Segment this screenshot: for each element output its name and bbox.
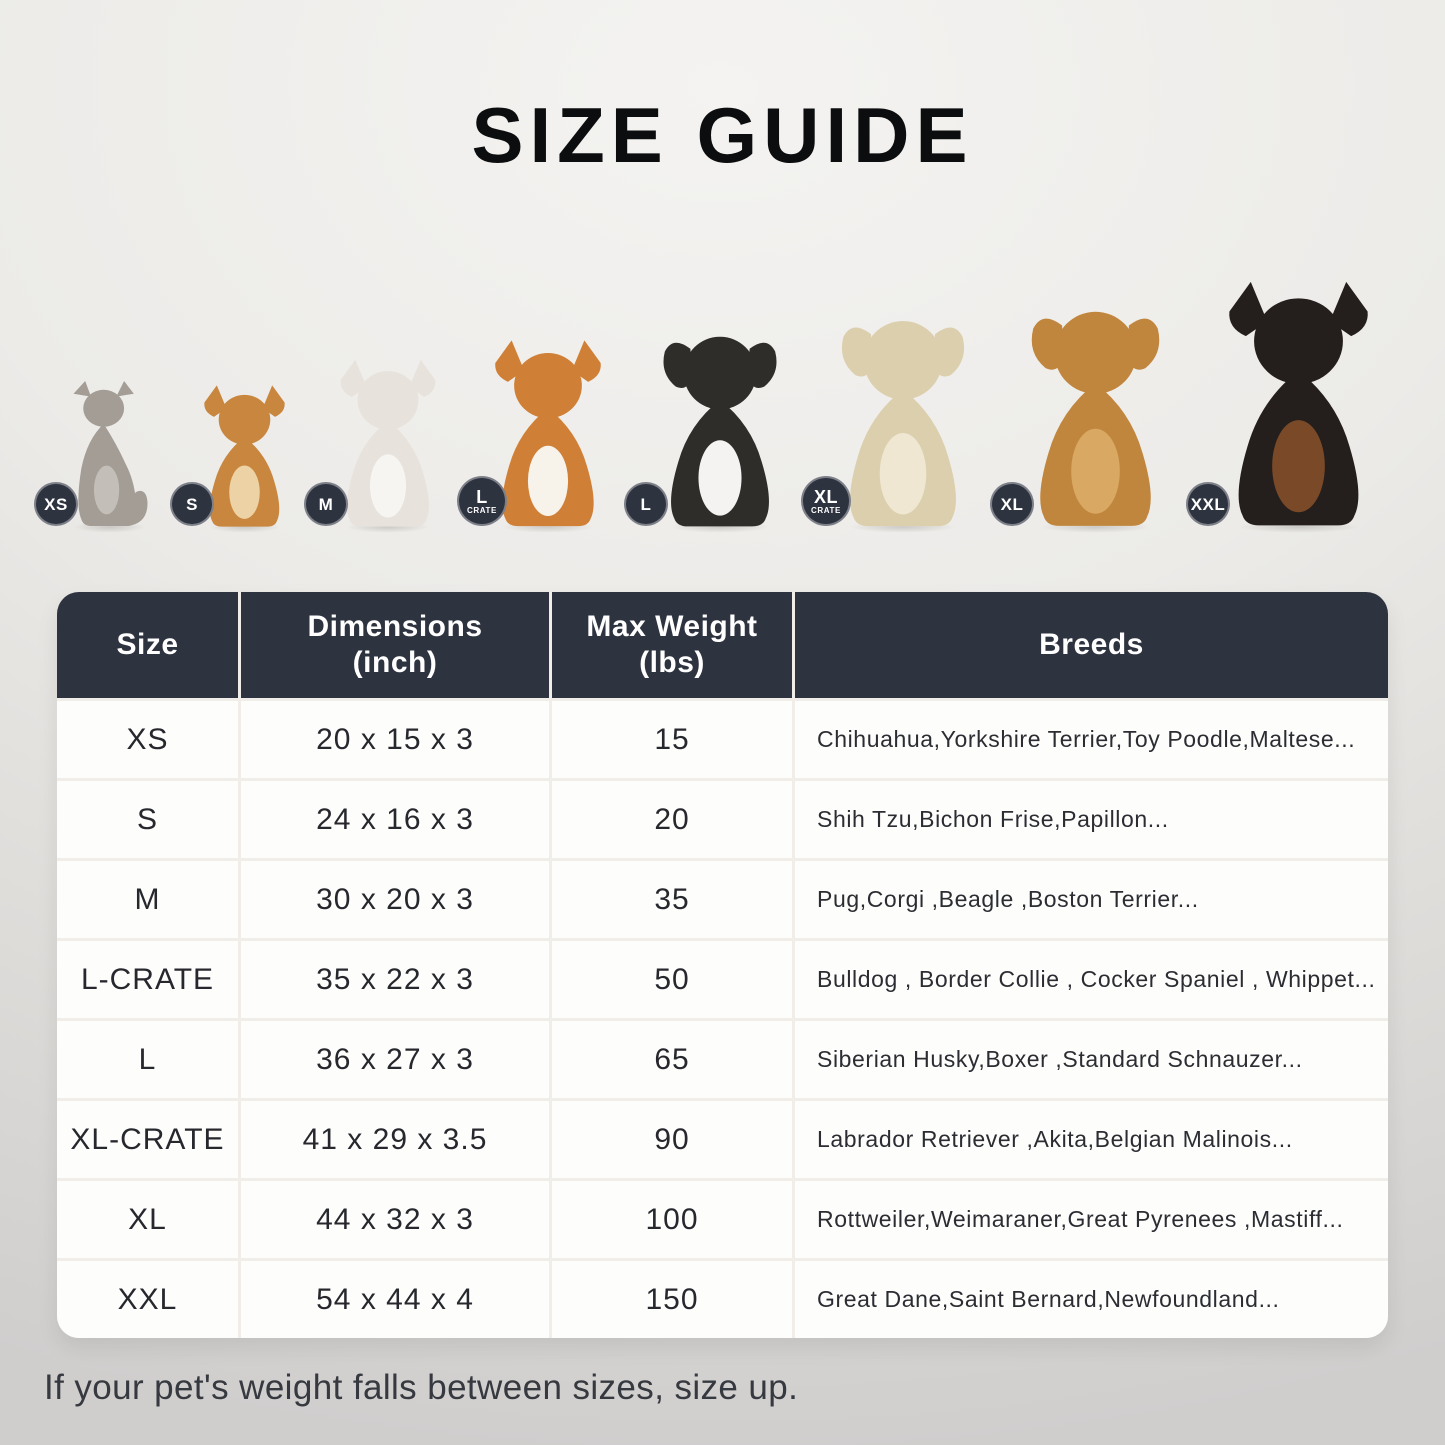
dog-silhouette-icon: [663, 336, 777, 527]
size-badge-label: M: [318, 494, 334, 514]
size-badge-m: M: [304, 482, 348, 526]
size-badge-label: S: [186, 494, 198, 514]
cell-dimensions: 30 x 20 x 3: [241, 861, 549, 938]
cell-max-weight: 90: [552, 1101, 792, 1178]
cell-breeds: Shih Tzu,Bichon Frise,Papillon...: [795, 781, 1388, 858]
size-badge-xl-crate: XL CRATE: [801, 476, 851, 526]
cell-dimensions: 54 x 44 x 4: [241, 1261, 549, 1338]
animal-cat: XS: [34, 380, 163, 535]
size-badge-label: XXL: [1190, 494, 1226, 514]
cell-max-weight: 15: [552, 701, 792, 778]
size-badge-label: XS: [44, 494, 68, 514]
dog-silhouette-icon: [1229, 281, 1368, 526]
size-badge-l: L: [624, 482, 668, 526]
cell-dimensions: 41 x 29 x 3.5: [241, 1101, 549, 1178]
animal-golden-retriever: XL: [990, 296, 1179, 535]
size-badge-xs: XS: [34, 482, 78, 526]
cell-breeds: Pug,Corgi ,Beagle ,Boston Terrier...: [795, 861, 1388, 938]
cell-size: S: [57, 781, 238, 858]
animal-border-collie: L: [624, 323, 794, 535]
cell-breeds: Rottweiler,Weimaraner,Great Pyrenees ,Ma…: [795, 1181, 1388, 1258]
table-header-dimensions: Dimensions (inch): [241, 592, 549, 698]
size-badge-label: XL: [813, 486, 838, 507]
cell-max-weight: 20: [552, 781, 792, 858]
cell-size: XXL: [57, 1261, 238, 1338]
size-badge-l-crate: L CRATE: [457, 476, 507, 526]
size-badge-label: L: [640, 494, 652, 514]
animal-pomeranian: S: [170, 382, 297, 535]
animal-labrador-retriever: XL CRATE: [801, 306, 983, 535]
cell-breeds: Bulldog , Border Collie , Cocker Spaniel…: [795, 941, 1388, 1018]
cell-dimensions: 36 x 27 x 3: [241, 1021, 549, 1098]
size-badge-xxl: XXL: [1186, 482, 1230, 526]
cell-breeds: Siberian Husky,Boxer ,Standard Schnauzer…: [795, 1021, 1388, 1098]
cell-size: L: [57, 1021, 238, 1098]
cell-max-weight: 50: [552, 941, 792, 1018]
animal-shiba-inu: L CRATE: [457, 336, 617, 535]
cell-size: XL-CRATE: [57, 1101, 238, 1178]
cell-breeds: Great Dane,Saint Bernard,Newfoundland...: [795, 1261, 1388, 1338]
page-title: SIZE GUIDE: [471, 91, 974, 179]
cell-max-weight: 100: [552, 1181, 792, 1258]
table-header-max-weight: Max Weight (lbs): [552, 592, 792, 698]
cell-dimensions: 20 x 15 x 3: [241, 701, 549, 778]
cell-max-weight: 35: [552, 861, 792, 938]
size-badge-sublabel: CRATE: [811, 505, 841, 515]
cell-dimensions: 35 x 22 x 3: [241, 941, 549, 1018]
size-badge-label: L: [476, 486, 488, 507]
size-badge-label: XL: [1000, 494, 1024, 514]
animal-french-bulldog: M: [304, 356, 450, 535]
cell-max-weight: 65: [552, 1021, 792, 1098]
cell-size: XL: [57, 1181, 238, 1258]
cell-size: M: [57, 861, 238, 938]
animals-row: XS S M L CRATE L: [0, 176, 1445, 535]
table-header-size: Size: [57, 592, 238, 698]
cell-max-weight: 150: [552, 1261, 792, 1338]
cell-dimensions: 24 x 16 x 3: [241, 781, 549, 858]
table-header-breeds: Breeds: [795, 592, 1388, 698]
animal-doberman: XXL: [1186, 276, 1389, 535]
cell-size: L-CRATE: [57, 941, 238, 1018]
cell-breeds: Chihuahua,Yorkshire Terrier,Toy Poodle,M…: [795, 701, 1388, 778]
cell-breeds: Labrador Retriever ,Akita,Belgian Malino…: [795, 1101, 1388, 1178]
size-guide-table: Size Dimensions (inch) Max Weight (lbs) …: [57, 592, 1388, 1338]
dog-silhouette-icon: [1031, 311, 1160, 526]
size-badge-xl: XL: [990, 482, 1034, 526]
cell-dimensions: 44 x 32 x 3: [241, 1181, 549, 1258]
sizing-note: If your pet's weight falls between sizes…: [44, 1368, 799, 1407]
size-badge-sublabel: CRATE: [467, 505, 497, 515]
size-badge-s: S: [170, 482, 214, 526]
cell-size: XS: [57, 701, 238, 778]
